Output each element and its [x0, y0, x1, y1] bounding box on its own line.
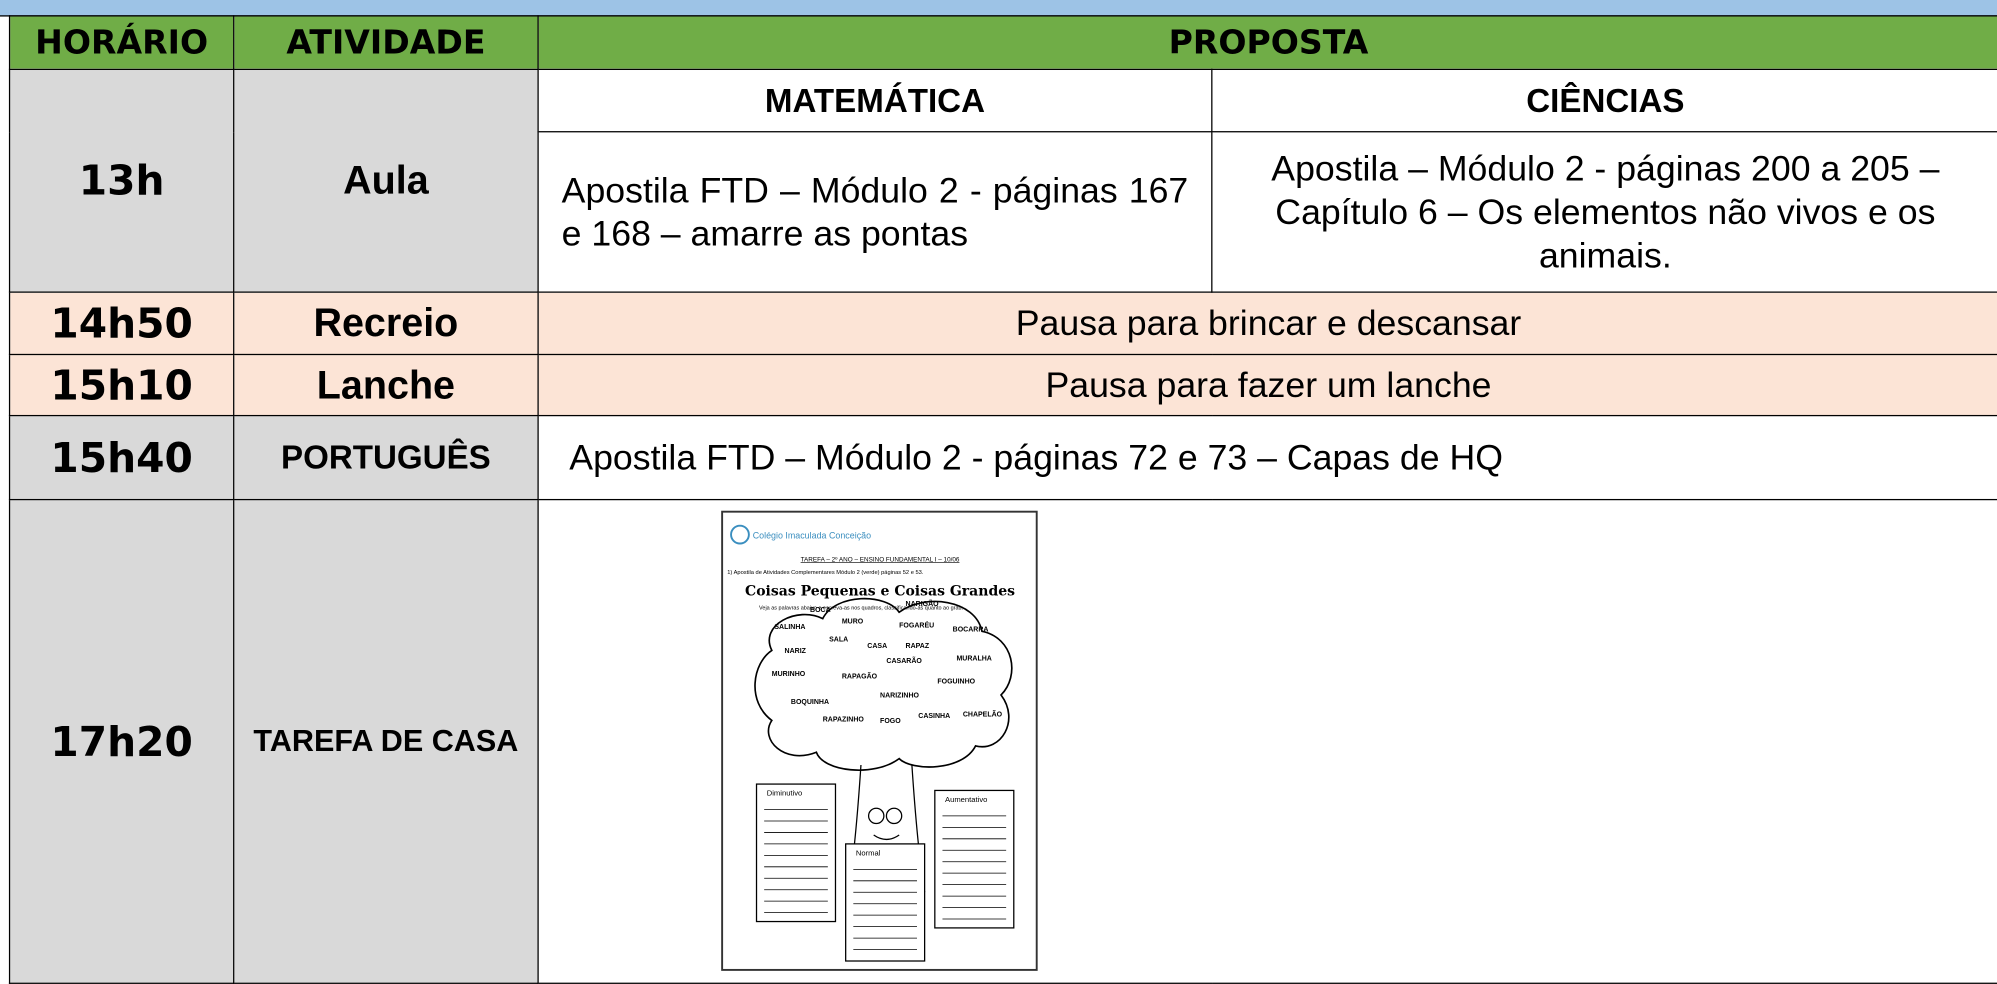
- worksheet-instruction: 1) Apostila de Atividades Complementares…: [727, 570, 924, 576]
- activity-cell: PORTUGUÊS: [233, 414, 539, 501]
- word: CASINHA: [918, 713, 950, 720]
- activity-cell: Aula: [233, 68, 539, 293]
- box-label: Normal: [856, 848, 881, 857]
- word: FOGUINHO: [937, 679, 975, 686]
- worksheet-prompt: Veja as palavras abaixo e escreva-as nos…: [759, 606, 964, 612]
- box-label: Diminutivo: [767, 789, 803, 798]
- schedule-table: HORÁRIO ATIVIDADE PROPOSTA 13h Aula MATE…: [8, 15, 1997, 984]
- word: MURINHO: [772, 671, 806, 678]
- word: RAPAZINHO: [823, 717, 865, 724]
- proposal-cell: Apostila FTD – Módulo 2 - páginas 72 e 7…: [537, 414, 1997, 501]
- word: FOGO: [880, 718, 901, 725]
- subheader-cell: CIÊNCIAS: [1211, 68, 1997, 133]
- word: FOGARÉU: [899, 621, 934, 630]
- time-cell: 13h: [8, 68, 235, 293]
- word: BOQUINHA: [791, 699, 829, 706]
- word: NARIZ: [785, 648, 807, 655]
- word: CASARÃO: [886, 656, 922, 665]
- time-cell: 15h40: [8, 414, 235, 501]
- subheader-cell: MATEMÁTICA: [537, 68, 1213, 133]
- title-band: [0, 0, 1997, 17]
- word: MURO: [842, 619, 864, 626]
- word: CHAPELÃO: [963, 710, 1003, 719]
- activity-cell: Lanche: [233, 353, 539, 417]
- worksheet-title: Coisas Pequenas e Coisas Grandes: [745, 584, 1015, 600]
- word: RAPAGÃO: [842, 671, 878, 680]
- word: BOCA: [810, 607, 831, 614]
- word: SALA: [829, 637, 848, 644]
- school-name: Colégio Imaculada Conceição: [753, 530, 871, 540]
- time-cell: 17h20: [8, 498, 235, 984]
- activity-cell: Recreio: [233, 291, 539, 356]
- science-cell: Apostila – Módulo 2 - páginas 200 a 205 …: [1211, 131, 1997, 293]
- word: SALINHA: [774, 624, 805, 631]
- worksheet-cell: Colégio Imaculada Conceição TAREFA – 2º A…: [537, 498, 1997, 984]
- worksheet-image: Colégio Imaculada Conceição TAREFA – 2º A…: [721, 510, 1038, 971]
- word: CASA: [867, 643, 887, 650]
- time-cell: 15h10: [8, 353, 235, 417]
- tree-crown: [754, 597, 1013, 771]
- logo: [730, 524, 750, 545]
- header-cell: PROPOSTA: [537, 15, 1997, 71]
- answer-box: [845, 843, 926, 962]
- box-label: Aumentativo: [945, 795, 987, 804]
- proposal-cell: Pausa para brincar e descansar: [537, 291, 1997, 356]
- word: BOCARRA: [953, 626, 989, 633]
- activity-cell: TAREFA DE CASA: [233, 498, 539, 984]
- header-cell: HORÁRIO: [8, 15, 235, 71]
- answer-box: [934, 789, 1015, 929]
- word: RAPAZ: [906, 643, 930, 650]
- time-cell: 14h50: [8, 291, 235, 356]
- proposal-cell: Pausa para fazer um lanche: [537, 353, 1997, 417]
- answer-box: [755, 783, 837, 923]
- word: NARIGÃO: [906, 599, 940, 608]
- word: MURALHA: [956, 656, 991, 663]
- word: NARIZINHO: [880, 693, 919, 700]
- worksheet-heading: TAREFA – 2º ANO – ENSINO FUNDAMENTAL I –…: [801, 556, 960, 563]
- math-cell: Apostila FTD – Módulo 2 - páginas 167 e …: [537, 131, 1213, 293]
- header-cell: ATIVIDADE: [233, 15, 539, 71]
